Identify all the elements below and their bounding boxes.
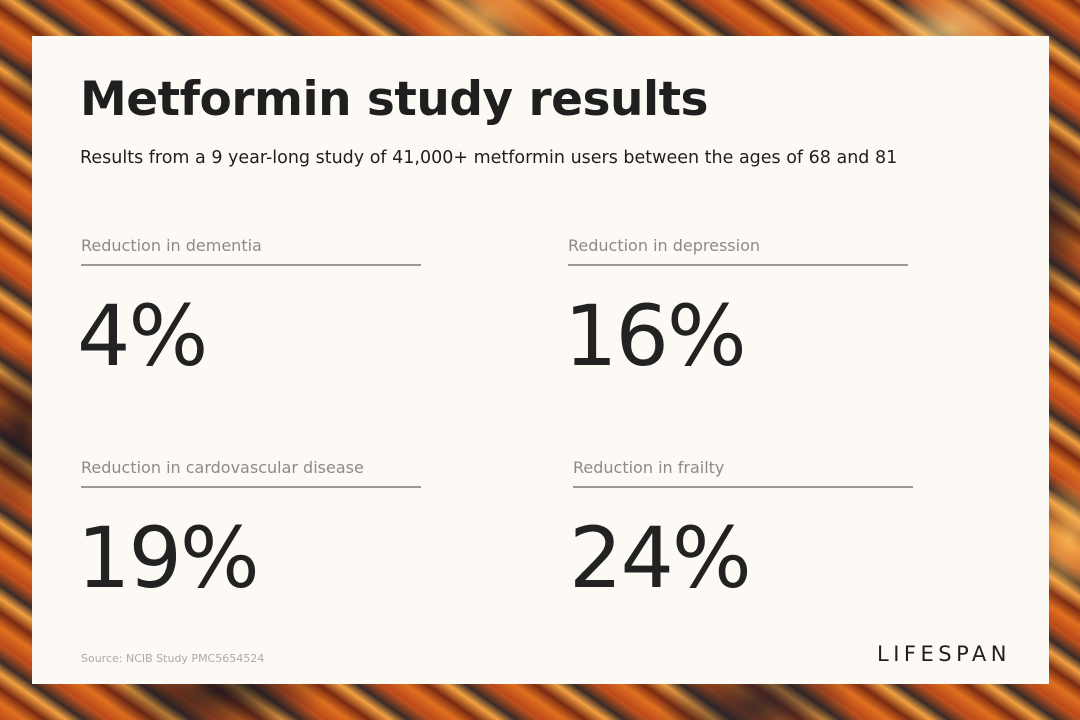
lifespan-logo: LIFESPAN	[877, 642, 1011, 666]
stat-label: Reduction in cardovascular disease	[81, 458, 364, 477]
stat-label: Reduction in dementia	[81, 236, 262, 255]
divider	[81, 486, 421, 488]
divider	[81, 264, 421, 266]
stat-value: 19%	[77, 509, 260, 607]
page-title: Metformin study results	[80, 72, 709, 127]
stat-value: 4%	[77, 287, 208, 385]
stat-label: Reduction in frailty	[573, 458, 725, 477]
divider	[568, 264, 908, 266]
stat-value: 16%	[564, 287, 747, 385]
divider	[573, 486, 913, 488]
stat-value: 24%	[569, 509, 752, 607]
source-citation: Source: NCIB Study PMC5654524	[81, 652, 265, 665]
stat-label: Reduction in depression	[568, 236, 761, 255]
page-subtitle: Results from a 9 year-long study of 41,0…	[80, 148, 898, 168]
results-card: Metformin study results Results from a 9…	[32, 36, 1049, 684]
